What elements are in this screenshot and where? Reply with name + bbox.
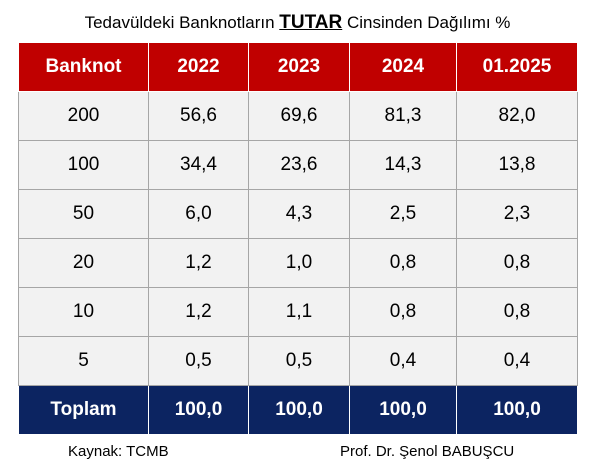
table-cell: 2,3: [456, 189, 578, 239]
source: Kaynak: TCMB: [68, 443, 169, 460]
table-total: Toplam 100,0 100,0 100,0 100,0: [18, 385, 578, 435]
table-cell: 14,3: [349, 140, 457, 190]
table-cell: 4,3: [248, 189, 350, 239]
title-emphasis: TUTAR: [279, 12, 343, 33]
header-cell: 01.2025: [456, 42, 578, 92]
total-row: Toplam 100,0 100,0 100,0 100,0: [18, 385, 578, 435]
table-cell: 200: [18, 91, 149, 141]
table-cell: 34,4: [148, 140, 249, 190]
table-cell: 0,8: [349, 287, 457, 337]
total-cell: 100,0: [248, 385, 350, 435]
table-cell: 0,5: [248, 336, 350, 386]
table-cell: 23,6: [248, 140, 350, 190]
table-cell: 1,2: [148, 238, 249, 288]
total-cell: Toplam: [18, 385, 149, 435]
header-cell: Banknot: [18, 42, 149, 92]
title: Tedavüldeki Banknotların TUTAR Cinsinden…: [0, 12, 595, 34]
table-cell: 82,0: [456, 91, 578, 141]
header-row: Banknot 2022 2023 2024 01.2025: [18, 42, 578, 92]
table-body: 200 56,6 69,6 81,3 82,0 100 34,4 23,6 14,3 13,8 50…: [18, 91, 578, 386]
table-cell: 5: [18, 336, 149, 386]
table-row: 5 0,5 0,5 0,4 0,4: [18, 336, 578, 386]
table: Banknot 2022 2023 2024 01.2025 200 56,6 69,6 81…: [18, 42, 578, 435]
table-cell: 56,6: [148, 91, 249, 141]
total-cell: 100,0: [456, 385, 578, 435]
table-cell: 100: [18, 140, 149, 190]
header-cell: 2022: [148, 42, 249, 92]
table-cell: 0,8: [349, 238, 457, 288]
table-header: Banknot 2022 2023 2024 01.2025: [18, 42, 578, 92]
table-cell: 0,8: [456, 287, 578, 337]
table-cell: 0,4: [456, 336, 578, 386]
table-row: 50 6,0 4,3 2,5 2,3: [18, 189, 578, 239]
table-cell: 50: [18, 189, 149, 239]
table-cell: 1,2: [148, 287, 249, 337]
table-cell: 69,6: [248, 91, 350, 141]
table-cell: 1,0: [248, 238, 350, 288]
table-row: 10 1,2 1,1 0,8 0,8: [18, 287, 578, 337]
table-cell: 10: [18, 287, 149, 337]
table-row: 20 1,2 1,0 0,8 0,8: [18, 238, 578, 288]
header-cell: 2023: [248, 42, 350, 92]
table-cell: 1,1: [248, 287, 350, 337]
author: Prof. Dr. Şenol BABUŞCU: [340, 443, 515, 460]
header-cell: 2024: [349, 42, 457, 92]
title-text: Cinsinden Dağılımı %: [342, 13, 511, 32]
table-row: 100 34,4 23,6 14,3 13,8: [18, 140, 578, 190]
table-cell: 81,3: [349, 91, 457, 141]
total-cell: 100,0: [148, 385, 249, 435]
table-cell: 6,0: [148, 189, 249, 239]
table-cell: 0,4: [349, 336, 457, 386]
table-cell: 0,5: [148, 336, 249, 386]
table-cell: 0,8: [456, 238, 578, 288]
table-cell: 20: [18, 238, 149, 288]
table-cell: 2,5: [349, 189, 457, 239]
table-row: 200 56,6 69,6 81,3 82,0: [18, 91, 578, 141]
title-text: Tedavüldeki Banknotların: [84, 13, 280, 32]
table-cell: 13,8: [456, 140, 578, 190]
total-cell: 100,0: [349, 385, 457, 435]
